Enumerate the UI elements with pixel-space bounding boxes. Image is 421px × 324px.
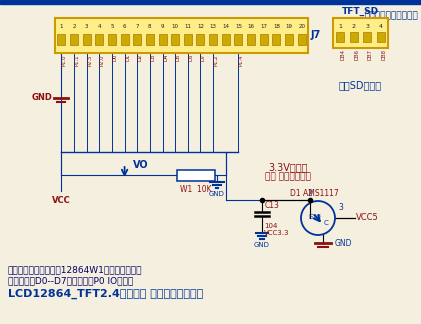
Text: 2: 2: [352, 24, 356, 29]
Text: 20: 20: [298, 25, 305, 29]
Bar: [83, 34, 91, 45]
Text: 接口说明：D0--D7数据口接到P0 IO口位置: 接口说明：D0--D7数据口接到P0 IO口位置: [8, 276, 133, 285]
Bar: [333, 18, 388, 48]
Text: VO: VO: [133, 160, 149, 170]
Bar: [108, 34, 116, 45]
Bar: [57, 34, 65, 45]
Text: 14: 14: [222, 25, 229, 29]
Text: 8: 8: [148, 25, 152, 29]
Text: 彩屏SD卡接口: 彩屏SD卡接口: [339, 80, 382, 90]
Text: 备用接口，出货不焊接: 备用接口，出货不焊接: [364, 11, 418, 20]
Bar: [336, 32, 344, 42]
Text: TFT_SD: TFT_SD: [342, 7, 379, 16]
Bar: [95, 34, 103, 45]
Text: D4: D4: [163, 54, 168, 61]
Text: D7: D7: [201, 54, 206, 61]
Text: DB7: DB7: [368, 49, 373, 60]
Text: 使用时注意脚位方向，12864W1调节到中间位置: 使用时注意脚位方向，12864W1调节到中间位置: [8, 265, 142, 274]
Bar: [171, 34, 179, 45]
Bar: [209, 34, 217, 45]
Text: W1  10K: W1 10K: [180, 185, 212, 194]
Text: 15: 15: [235, 25, 242, 29]
Text: C: C: [324, 220, 328, 226]
Text: D0: D0: [112, 54, 117, 61]
Bar: [0, 0, 421, 4]
Text: 3.3V稳压管: 3.3V稳压管: [268, 162, 307, 172]
Text: GND: GND: [254, 242, 270, 248]
Text: 彩屏 无线模块供电: 彩屏 无线模块供电: [265, 172, 311, 181]
Text: GND: GND: [209, 191, 225, 197]
Text: DB8: DB8: [381, 49, 386, 60]
Text: D3: D3: [150, 54, 155, 61]
Text: 104: 104: [264, 223, 277, 229]
Text: LCD12864_TFT2.4彩屏显示 慧净专利设计模块: LCD12864_TFT2.4彩屏显示 慧净专利设计模块: [8, 289, 203, 299]
Text: 16: 16: [248, 25, 255, 29]
Bar: [133, 34, 141, 45]
Text: DB6: DB6: [354, 49, 359, 60]
Text: 7: 7: [136, 25, 139, 29]
Bar: [285, 34, 293, 45]
Text: 3.3: 3.3: [312, 214, 322, 219]
Bar: [247, 34, 255, 45]
Bar: [222, 34, 230, 45]
Bar: [234, 34, 242, 45]
Bar: [159, 34, 167, 45]
Text: P1.4: P1.4: [239, 54, 244, 65]
Text: DB4: DB4: [340, 49, 345, 60]
Bar: [120, 34, 128, 45]
Text: 10: 10: [172, 25, 179, 29]
Text: P2.5: P2.5: [87, 54, 92, 65]
Bar: [363, 32, 371, 42]
Text: 12: 12: [197, 25, 204, 29]
Text: 11: 11: [184, 25, 191, 29]
Text: D5: D5: [176, 54, 181, 61]
Bar: [70, 34, 78, 45]
Text: 4: 4: [379, 24, 383, 29]
Text: 3: 3: [338, 203, 344, 212]
Text: 18: 18: [273, 25, 280, 29]
Text: 5: 5: [110, 25, 114, 29]
Text: VCC3.3: VCC3.3: [264, 230, 290, 236]
Text: GND: GND: [335, 239, 352, 249]
Text: 9: 9: [161, 25, 164, 29]
Text: D1 AMS1117: D1 AMS1117: [290, 189, 338, 198]
Text: GND: GND: [32, 92, 52, 101]
Text: D6: D6: [188, 54, 193, 61]
Text: P1.2: P1.2: [213, 54, 218, 65]
Text: E: E: [309, 214, 313, 220]
Bar: [55, 18, 308, 53]
Bar: [349, 32, 357, 42]
Text: D1: D1: [125, 54, 130, 61]
Text: 2: 2: [72, 25, 76, 29]
Text: 19: 19: [285, 25, 293, 29]
Text: 3: 3: [85, 25, 88, 29]
Text: VCC: VCC: [52, 196, 71, 205]
Bar: [377, 32, 385, 42]
Bar: [197, 34, 205, 45]
Text: 6: 6: [123, 25, 126, 29]
Bar: [146, 34, 154, 45]
Text: C13: C13: [265, 202, 280, 211]
Text: P2.0: P2.0: [100, 54, 105, 65]
Text: 4: 4: [98, 25, 101, 29]
Text: 17: 17: [260, 25, 267, 29]
Bar: [177, 169, 215, 180]
Text: 1: 1: [60, 25, 63, 29]
Text: P1.0: P1.0: [62, 54, 67, 65]
Text: 1: 1: [338, 24, 342, 29]
Bar: [272, 34, 280, 45]
Text: P1.1: P1.1: [75, 54, 80, 65]
Text: 2: 2: [308, 189, 312, 198]
Text: J7: J7: [311, 30, 321, 40]
Bar: [298, 34, 306, 45]
Text: D2: D2: [138, 54, 143, 61]
Text: 3: 3: [365, 24, 369, 29]
Text: 13: 13: [210, 25, 217, 29]
Bar: [184, 34, 192, 45]
Bar: [260, 34, 268, 45]
Text: VCC5: VCC5: [356, 214, 379, 223]
